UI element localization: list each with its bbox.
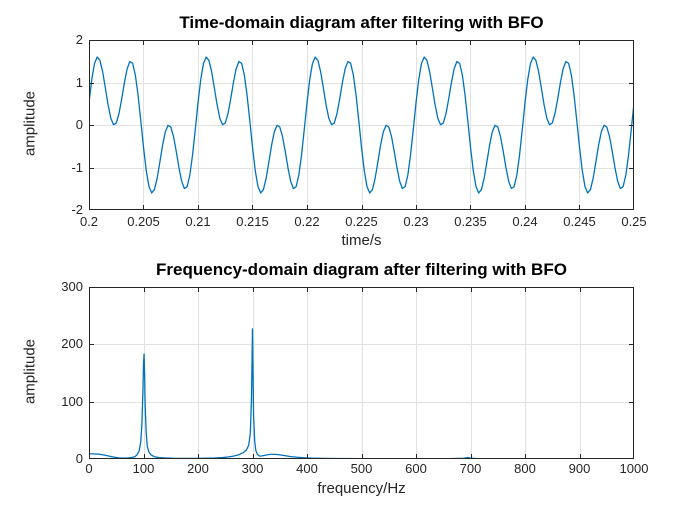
x-tick-label: 1000 <box>619 461 649 476</box>
x-tick-label: 0.25 <box>621 214 647 229</box>
x-tick-label: 800 <box>514 461 536 476</box>
time-domain-x-axis-label: time/s <box>341 232 382 249</box>
y-tick-label: 300 <box>61 279 83 294</box>
x-tick-label: 600 <box>405 461 427 476</box>
frequency-domain-x-axis-label: frequency/Hz <box>317 480 406 497</box>
tick-marks <box>89 40 633 209</box>
x-tick-label: 0.2 <box>79 214 99 229</box>
time-domain-plot-area <box>89 40 634 210</box>
axes-box <box>89 40 634 210</box>
x-tick-label: 0.245 <box>563 214 596 229</box>
y-tick-label: 0 <box>75 451 83 466</box>
tick-marks <box>89 287 633 458</box>
frequency-domain-chart-title: Frequency-domain diagram after filtering… <box>156 260 567 279</box>
x-tick-label: 0.22 <box>294 214 320 229</box>
x-tick-label: 0.215 <box>236 214 269 229</box>
x-tick-label: 0.205 <box>127 214 160 229</box>
x-tick-label: 400 <box>296 461 318 476</box>
x-tick-label: 200 <box>187 461 209 476</box>
y-tick-label: -1 <box>71 159 83 175</box>
x-tick-label: 300 <box>241 461 264 476</box>
x-tick-label: 900 <box>568 461 591 476</box>
y-tick-label: 200 <box>61 336 83 352</box>
axes-box <box>89 287 634 459</box>
frequency-domain-plot-area <box>89 287 634 459</box>
x-tick-label: 100 <box>132 461 155 476</box>
x-tick-label: 0.24 <box>512 214 538 229</box>
y-tick-label: -2 <box>71 202 83 217</box>
y-tick-label: 0 <box>75 117 83 132</box>
x-tick-label: 0.23 <box>403 214 429 229</box>
x-tick-label: 0.235 <box>454 214 487 229</box>
x-tick-label: 500 <box>350 461 373 476</box>
x-tick-label: 0.225 <box>345 214 378 229</box>
y-tick-label: 100 <box>61 393 83 409</box>
x-tick-label: 0 <box>85 461 93 476</box>
signal-trace <box>89 56 634 194</box>
y-tick-label: 2 <box>75 32 83 47</box>
y-tick-label: 1 <box>75 74 83 90</box>
frequency-domain-y-axis-label: amplitude <box>21 338 39 405</box>
x-tick-label: 0.21 <box>185 214 211 229</box>
x-tick-label: 700 <box>459 461 482 476</box>
plot-background <box>89 287 634 459</box>
time-domain-chart-title: Time-domain diagram after filtering with… <box>179 13 544 32</box>
